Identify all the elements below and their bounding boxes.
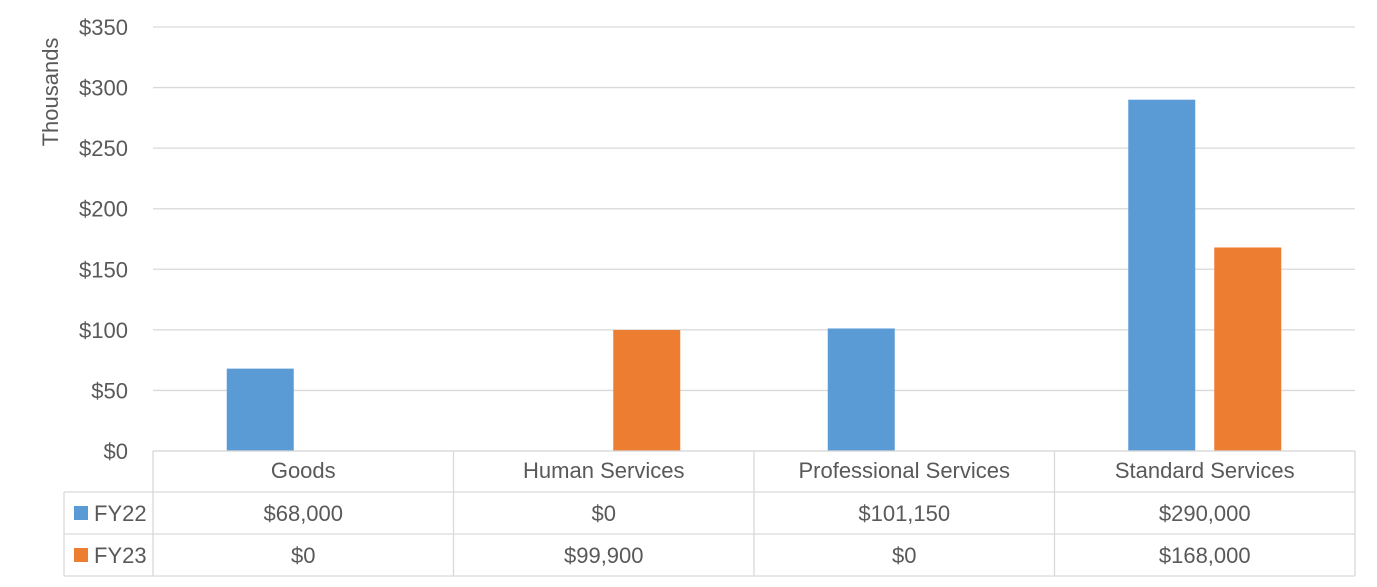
bar-fy22-goods <box>226 368 294 451</box>
y-axis-tick-labels: $0 $50 $100 $150 $200 $250 $300 $350 <box>79 15 128 464</box>
y-axis-label: Thousands <box>38 38 63 147</box>
data-label: $68,000 <box>263 501 343 526</box>
legend-label-fy22: FY22 <box>94 501 147 526</box>
y-tick-label: $250 <box>79 136 128 161</box>
legend-key-fy23 <box>74 548 88 562</box>
y-tick-label: $300 <box>79 76 128 101</box>
data-label: $168,000 <box>1159 543 1251 568</box>
bar-fy22-professional-services <box>827 328 895 451</box>
data-label: $290,000 <box>1159 501 1251 526</box>
y-tick-label: $0 <box>104 439 128 464</box>
bar-fy23-human-services <box>613 329 681 451</box>
data-label: $101,150 <box>858 501 950 526</box>
bar-fy23-standard-services <box>1214 247 1282 451</box>
y-tick-label: $50 <box>91 378 128 403</box>
x-tick-label: Human Services <box>523 458 684 483</box>
y-tick-label: $150 <box>79 257 128 282</box>
data-label: $0 <box>291 543 315 568</box>
x-tick-label: Professional Services <box>798 458 1010 483</box>
bars <box>226 99 1282 451</box>
gridlines <box>153 26 1355 452</box>
y-tick-label: $100 <box>79 318 128 343</box>
data-label: $0 <box>892 543 916 568</box>
y-tick-label: $200 <box>79 197 128 222</box>
legend-label-fy23: FY23 <box>94 543 147 568</box>
data-label: $0 <box>592 501 616 526</box>
data-label: $99,900 <box>564 543 644 568</box>
x-tick-label: Standard Services <box>1115 458 1295 483</box>
x-tick-label: Goods <box>271 458 336 483</box>
legend-key-fy22 <box>74 506 88 520</box>
bar-fy22-standard-services <box>1128 99 1196 451</box>
data-table: Goods Human Services Professional Services… <box>63 450 1356 577</box>
y-tick-label: $350 <box>79 15 128 40</box>
